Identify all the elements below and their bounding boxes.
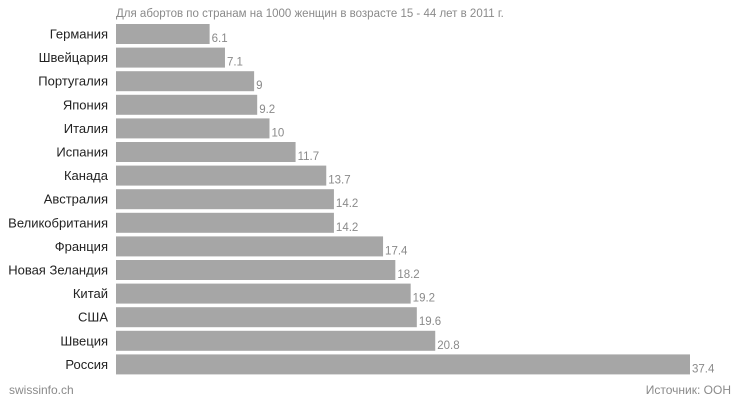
value-label-0: 6.1 — [212, 33, 228, 45]
bar-chart: Для абортов по странам на 1000 женщин в … — [8, 8, 715, 375]
bar-3 — [116, 94, 258, 115]
value-label-10: 18.2 — [397, 269, 419, 281]
value-label-11: 19.2 — [413, 293, 435, 305]
category-label-2: Португалия — [38, 74, 108, 89]
category-label-12: США — [78, 310, 108, 325]
value-label-8: 14.2 — [336, 222, 358, 234]
value-label-1: 7.1 — [227, 57, 243, 69]
category-label-13: Швеция — [60, 333, 108, 348]
value-label-12: 19.6 — [419, 316, 441, 328]
bars-group: Германия 6.1 Швейцария 7.1 Португалия 9 Япония… — [8, 24, 715, 375]
bar-12 — [116, 307, 417, 328]
value-label-14: 37.4 — [692, 363, 715, 375]
category-label-5: Испания — [56, 145, 108, 160]
value-label-2: 9 — [256, 80, 262, 92]
chart-subtitle: Для абортов по странам на 1000 женщин в … — [116, 8, 504, 20]
bar-2 — [116, 71, 255, 92]
category-label-3: Япония — [63, 97, 108, 112]
bar-7 — [116, 189, 334, 210]
value-label-5: 11.7 — [298, 151, 320, 163]
bar-14 — [116, 354, 690, 375]
category-label-1: Швейцария — [39, 50, 108, 65]
category-label-11: Китай — [73, 286, 108, 301]
bar-11 — [116, 283, 411, 304]
source-label: Источник: ООН — [645, 383, 731, 397]
category-label-4: Италия — [64, 121, 108, 136]
value-label-3: 9.2 — [259, 104, 275, 116]
value-label-9: 17.4 — [385, 245, 408, 257]
category-label-0: Германия — [50, 27, 108, 42]
category-label-6: Канада — [64, 168, 109, 183]
value-label-4: 10 — [271, 127, 284, 139]
value-label-6: 13.7 — [328, 175, 350, 187]
category-label-10: Новая Зеландия — [8, 263, 108, 278]
brand-label: swissinfo.ch — [9, 383, 74, 397]
bar-6 — [116, 165, 327, 186]
value-label-7: 14.2 — [336, 198, 358, 210]
category-label-9: Франция — [55, 239, 108, 254]
bar-10 — [116, 260, 396, 280]
bar-0 — [116, 24, 210, 44]
bar-9 — [116, 236, 384, 257]
bar-8 — [116, 212, 334, 233]
bar-5 — [116, 142, 296, 162]
bar-13 — [116, 330, 436, 351]
bar-1 — [116, 47, 225, 68]
category-label-7: Австралия — [44, 192, 108, 207]
category-label-8: Великобритания — [8, 215, 108, 230]
category-label-14: Россия — [65, 357, 108, 372]
bar-4 — [116, 118, 270, 139]
value-label-13: 20.8 — [437, 340, 459, 352]
